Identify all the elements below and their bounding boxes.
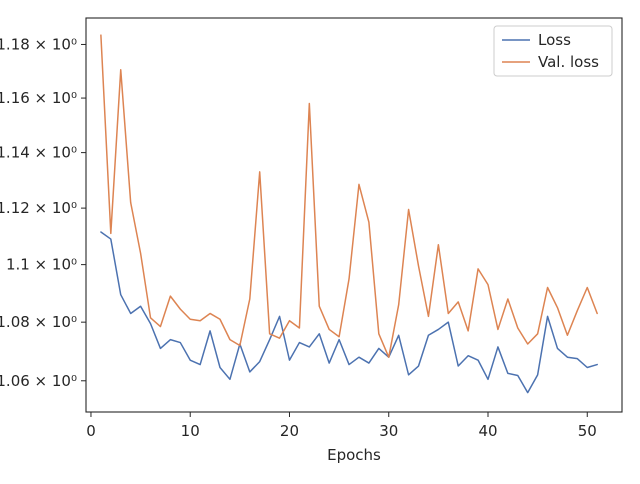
x-tick-label: 10 (181, 422, 200, 440)
series-line-val-loss (100, 34, 598, 358)
x-axis: 0 10 20 30 40 50 (86, 412, 597, 440)
y-tick-label: 1.06 × 10⁰ (0, 372, 77, 390)
x-tick-label: 50 (578, 422, 597, 440)
series-line-loss (100, 231, 598, 394)
y-tick-label: 1.14 × 10⁰ (0, 144, 77, 162)
x-tick-label: 30 (379, 422, 398, 440)
y-tick-label: 1.12 × 10⁰ (0, 199, 77, 217)
y-tick-label: 1.1 × 10⁰ (6, 256, 77, 274)
x-tick-label: 40 (478, 422, 497, 440)
y-tick-label: 1.18 × 10⁰ (0, 35, 77, 53)
x-axis-label: Epochs (327, 446, 381, 464)
y-tick-label: 1.16 × 10⁰ (0, 89, 77, 107)
x-tick-label: 0 (86, 422, 96, 440)
legend-box (493, 25, 613, 77)
series-layer (100, 34, 598, 394)
legend-label: Loss (538, 31, 571, 49)
y-axis: 1.06 × 10⁰ 1.08 × 10⁰ 1.1 × 10⁰ 1.12 × 10⁰ 1… (0, 35, 86, 390)
plot-frame (85, 17, 623, 413)
legend: Loss Val. loss (493, 25, 613, 77)
legend-label: Val. loss (538, 53, 599, 71)
x-tick-label: 20 (280, 422, 299, 440)
y-tick-label: 1.08 × 10⁰ (0, 313, 77, 331)
